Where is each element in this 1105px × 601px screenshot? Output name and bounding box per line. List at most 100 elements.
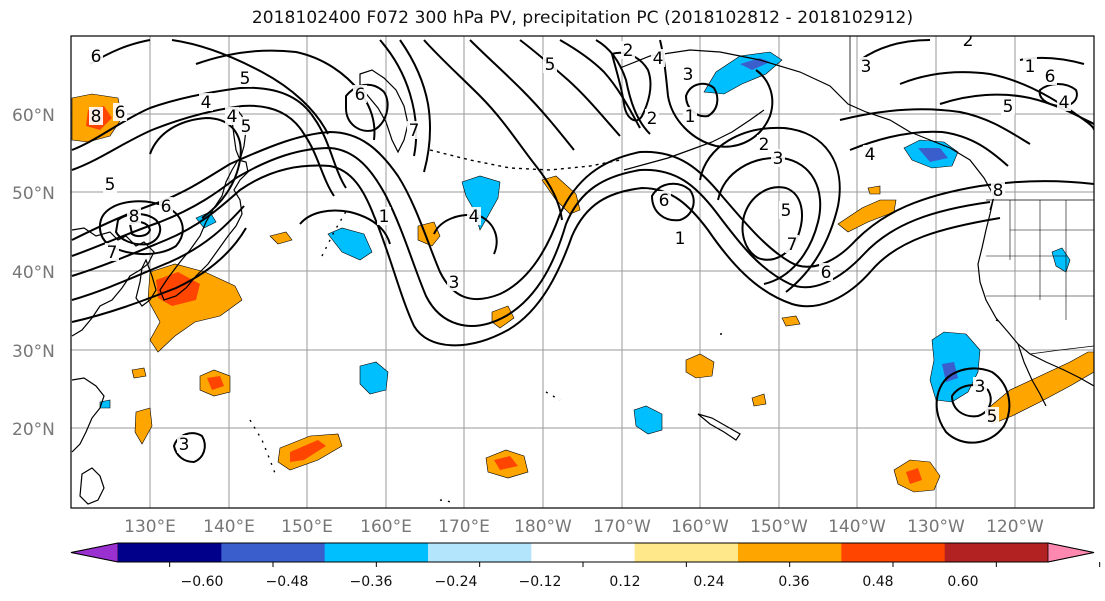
pv-contour-label-bg	[779, 201, 793, 219]
pv-contour-label: 7	[107, 243, 118, 263]
precip-negative-patch	[633, 405, 663, 435]
pv-contour	[559, 39, 641, 129]
precip-positive-patch	[269, 231, 293, 245]
coastline-asia	[71, 227, 155, 337]
pv-contour	[469, 39, 575, 151]
pv-contour-label-bg	[991, 181, 1005, 199]
pv-contour-label-bg	[683, 107, 697, 125]
coastline-china-south	[71, 377, 105, 453]
lon-label: 130°W	[907, 517, 965, 537]
pv-contour-label: 6	[659, 191, 670, 211]
pv-contour-label-bg	[89, 47, 103, 65]
pv-contour	[717, 156, 822, 285]
colorbar-tick-label: −0.60	[181, 574, 224, 590]
pv-contour-label: 5	[1003, 97, 1014, 117]
pv-contour-label: 4	[1059, 93, 1070, 113]
coastline-japan	[159, 159, 249, 301]
pv-contour-label: 5	[781, 201, 792, 221]
lon-label: 160°W	[671, 517, 729, 537]
graticule	[71, 36, 1094, 508]
pv-contour	[71, 130, 1094, 300]
pv-contour-label-bg	[127, 207, 141, 225]
pv-contour	[171, 39, 329, 135]
coastline-islands	[249, 207, 1001, 503]
pv-contour-label: 2	[963, 31, 974, 51]
precip-positive-core	[207, 376, 224, 390]
pv-contour	[939, 93, 1094, 125]
pv-contour	[71, 146, 991, 327]
lon-label: 180°W	[514, 517, 572, 537]
pv-contour-label: 4	[227, 107, 238, 127]
colorbar-segment	[841, 543, 946, 562]
colorbar	[70, 542, 1101, 567]
pv-contour-label-bg	[819, 263, 833, 281]
pv-contour-label: 8	[91, 107, 102, 127]
coastline-korea	[135, 258, 157, 307]
pv-contour-label: 6	[161, 197, 172, 217]
pv-contour-label: 2	[759, 135, 770, 155]
precipitation-shading	[71, 51, 1094, 493]
pv-contour-label: 3	[975, 377, 986, 397]
state-borders	[986, 200, 1094, 320]
pv-contour-label-bg	[785, 235, 799, 253]
latitude-labels: 60°N 50°N 40°N 30°N 20°N	[12, 106, 55, 440]
pv-contour	[935, 367, 1011, 444]
precip-positive-core	[906, 468, 922, 484]
pv-contour-label-bg	[543, 55, 557, 73]
pv-contour-label: 5	[241, 117, 252, 137]
colorbar-segment	[944, 543, 1049, 562]
pv-contour-label-bg	[973, 377, 987, 395]
pv-contour-label-bg	[239, 117, 253, 135]
precip-positive-core	[290, 440, 326, 462]
pv-contour-label: 1	[1025, 57, 1036, 77]
pv-contour-label: 2	[623, 41, 634, 61]
precip-negative-core	[918, 148, 948, 162]
colorbar-tick-label: 0.48	[862, 574, 893, 590]
colorbar-tick-label: 0.36	[778, 574, 809, 590]
pv-contour-label: 4	[469, 207, 480, 227]
pv-contour-label: 2	[647, 109, 658, 129]
precip-positive-core	[494, 456, 518, 470]
pv-contour-label-bg	[1057, 93, 1071, 111]
pv-contour-label-bg	[177, 435, 191, 453]
pv-contour-label: 6	[1045, 67, 1056, 87]
pv-contour-label-bg	[681, 65, 695, 83]
pv-contour-label-bg	[1001, 97, 1015, 115]
pv-contour-label: 4	[653, 49, 664, 69]
pv-contour	[399, 39, 432, 173]
pv-contour-label: 5	[545, 55, 556, 75]
pv-contour-label: 3	[683, 65, 694, 85]
coastline-kamchatka	[359, 69, 409, 154]
pv-contour-label: 4	[201, 93, 212, 113]
colorbar-segment	[428, 543, 532, 562]
lat-label: 50°N	[12, 184, 55, 204]
lon-label: 170°W	[593, 517, 651, 537]
pv-contour-label: 6	[355, 85, 366, 105]
pv-contour-label: 5	[240, 69, 251, 89]
pv-contour-label-bg	[199, 93, 213, 111]
pv-contour-label: 7	[409, 121, 420, 141]
pv-contour-label: 3	[773, 149, 784, 169]
map-border	[70, 35, 1095, 509]
pv-contour	[71, 104, 335, 197]
pv-contour	[299, 209, 391, 245]
pv-contour	[345, 83, 389, 132]
pv-contour	[172, 432, 206, 464]
country-border-us-mexico	[1029, 345, 1094, 355]
pv-contour-label-bg	[1023, 57, 1037, 75]
pv-contour-label: 1	[685, 107, 696, 127]
coastline-alaska	[619, 49, 995, 211]
coastline-baja	[1017, 343, 1047, 407]
pv-contour-label-bg	[859, 57, 873, 75]
lon-label: 140°W	[828, 517, 886, 537]
pv-contour-label-bg	[105, 243, 119, 261]
pv-contour-label: 5	[105, 175, 116, 195]
pv-contour-label: 7	[787, 235, 798, 255]
pv-contour-label: 8	[129, 207, 140, 227]
lon-label: 150°E	[281, 517, 333, 537]
colorbar-extend-high	[1047, 542, 1095, 563]
pv-contour-label: 6	[91, 47, 102, 67]
colorbar-segment	[118, 543, 222, 562]
pv-contour	[71, 205, 245, 301]
precip-positive-patch	[131, 367, 147, 379]
